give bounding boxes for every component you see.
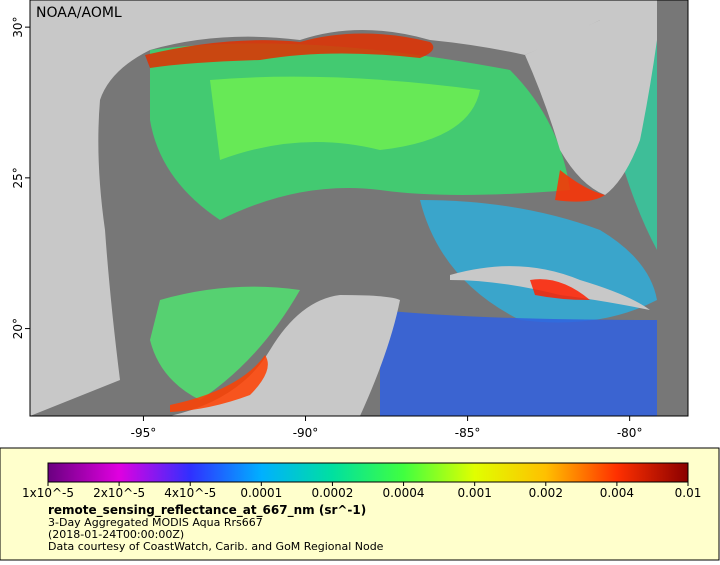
variable-name: remote_sensing_reflectance_at_667_nm (sr…: [48, 503, 366, 518]
axes: -95° -90° -85° -80° 20° 25° 30°: [11, 16, 642, 440]
data-patch: [530, 279, 590, 300]
x-tick-label: -95°: [131, 426, 157, 440]
caption-line: 3-Day Aggregated MODIS Aqua Rrs667: [48, 516, 263, 529]
caption-line: (2018-01-24T00:00:00Z): [48, 528, 184, 541]
map-image: [30, 0, 688, 416]
x-tick-label: -80°: [617, 426, 643, 440]
data-patch: [210, 76, 480, 160]
colorbar-tick-label: 0.0004: [383, 486, 425, 500]
map-frame: [29, 0, 689, 417]
no-data: [657, 0, 688, 416]
colorbar-tick-label: 4x10^-5: [164, 486, 216, 500]
colorbar-tick-label: 0.001: [457, 486, 491, 500]
map-title: NOAA/AOML: [36, 5, 122, 21]
colorbar-tick-label: 0.004: [600, 486, 634, 500]
land: [525, 0, 657, 195]
colorbar-tick-label: 0.002: [529, 486, 563, 500]
colorbar-tick-label: 0.0001: [240, 486, 282, 500]
caption: 3-Day Aggregated MODIS Aqua Rrs667(2018-…: [48, 516, 384, 553]
y-tick-label: 20°: [11, 318, 25, 339]
x-tick-label: -90°: [293, 426, 319, 440]
y-tick-label: 25°: [11, 167, 25, 188]
colorbar: [47, 462, 689, 483]
colorbar-tick-label: 0.01: [675, 486, 702, 500]
colorbar-tick-label: 0.0002: [311, 486, 353, 500]
data-patch: [145, 33, 434, 68]
x-tick-label: -85°: [455, 426, 481, 440]
y-tick-label: 30°: [11, 16, 25, 37]
colorbar-tick-label: 1x10^-5: [22, 486, 74, 500]
land: [170, 295, 400, 416]
caption-line: Data courtesy of CoastWatch, Carib. and …: [48, 540, 384, 553]
land: [30, 0, 600, 416]
colorbar-tick-label: 2x10^-5: [93, 486, 145, 500]
data-patch: [380, 310, 657, 416]
data-patch: [150, 286, 300, 400]
data-patch: [555, 170, 605, 202]
colorbar-ticks: 1x10^-5 2x10^-5 4x10^-5 0.0001 0.0002 0.0004 0…: [22, 482, 701, 500]
data-patch: [170, 355, 268, 412]
